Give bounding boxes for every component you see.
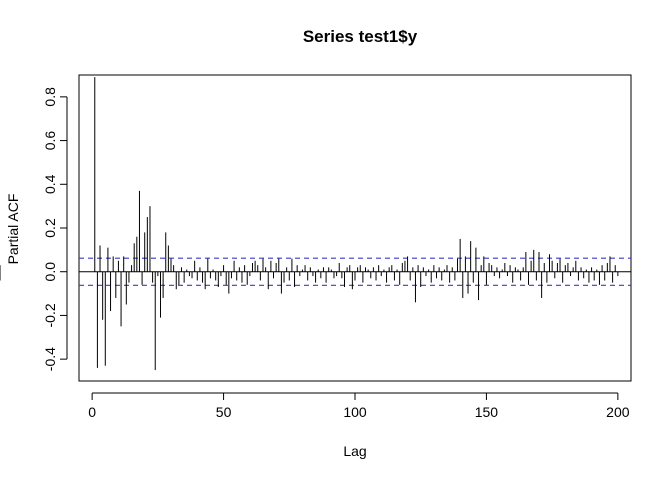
chart-title: Series test1$y (303, 27, 418, 46)
x-tick-label: 100 (343, 404, 367, 420)
x-axis-label: Lag (343, 443, 366, 459)
y-tick-label: 0.2 (42, 218, 58, 238)
x-tick-label: 200 (606, 404, 630, 420)
x-axis: 0 50 100 150 200 (88, 392, 630, 420)
x-tick-label: 0 (88, 404, 96, 420)
y-tick-label: 0.0 (42, 262, 58, 282)
plot-frame (78, 74, 632, 382)
pacf-bars (0, 77, 619, 371)
y-tick-label: 0.6 (42, 131, 58, 151)
x-tick-label: 150 (475, 404, 499, 420)
y-axis: -0.4 -0.2 0.0 0.2 0.4 0.6 0.8 (42, 87, 68, 371)
y-tick-label: -0.2 (42, 303, 58, 327)
y-axis-label: Partial ACF (5, 194, 21, 265)
y-tick-label: 0.4 (42, 174, 58, 194)
y-tick-label: 0.8 (42, 87, 58, 107)
y-tick-label: -0.4 (42, 347, 58, 371)
x-tick-label: 50 (216, 404, 232, 420)
